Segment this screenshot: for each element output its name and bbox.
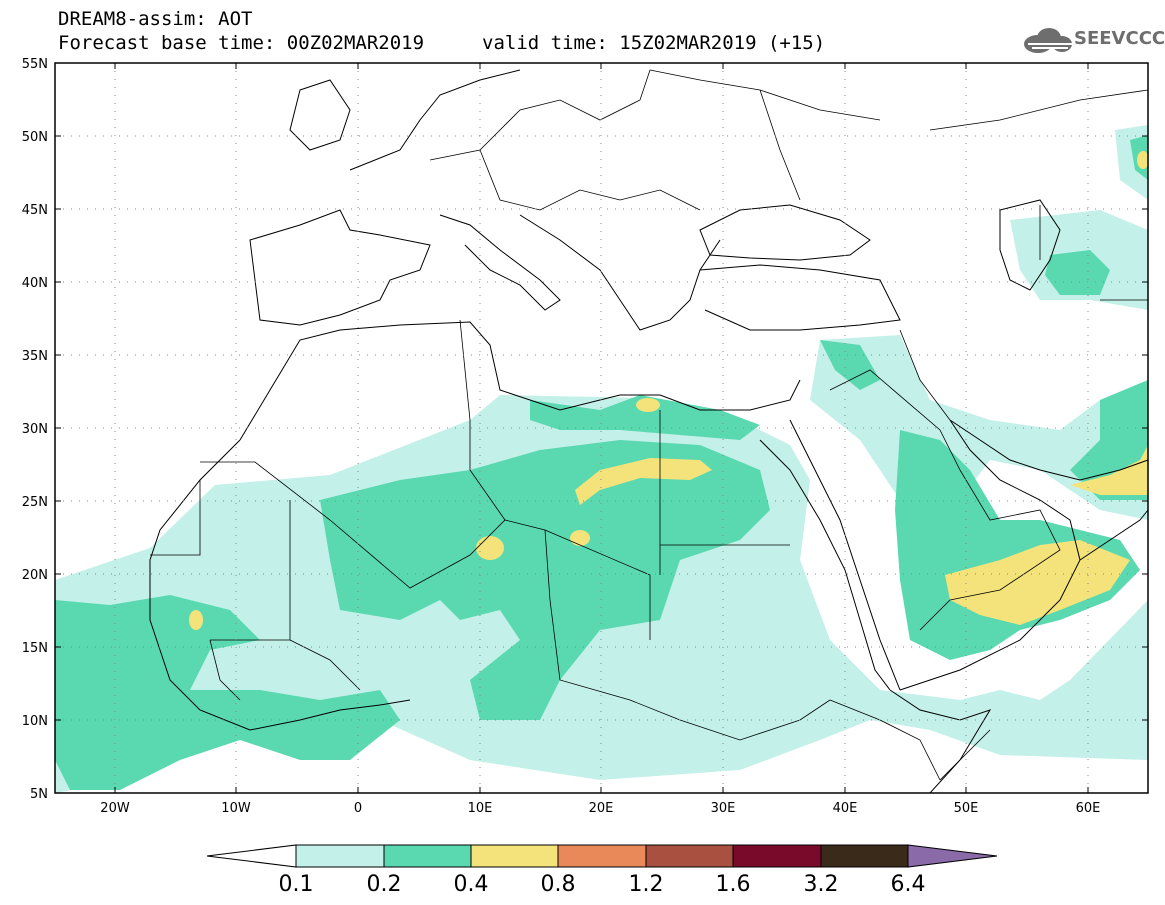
lon-label: 30E	[711, 801, 736, 816]
lon-label: 50E	[954, 801, 979, 816]
coastline-iberia	[249, 209, 431, 326]
lat-label: 35N	[22, 349, 48, 364]
colorbar-label: 1.2	[629, 872, 664, 897]
map-title: DREAM8-assim: AOT	[58, 8, 253, 30]
border-central-asia	[929, 89, 1148, 301]
lon-label: 10E	[468, 801, 493, 816]
colorbar-swatch	[557, 844, 647, 868]
latitude-labels: 55N 50N 45N 40N 35N 30N 25N 20N 15N 10N …	[22, 57, 48, 802]
aot-region-high-niger	[476, 536, 504, 560]
coastline-red-sea-east	[789, 419, 901, 691]
cloud-logo-icon	[1024, 28, 1072, 53]
coastline-west-africa	[149, 439, 411, 731]
aot-region-high-mali	[189, 610, 203, 630]
border-libya-egypt	[659, 410, 790, 575]
lat-label: 55N	[22, 57, 48, 72]
lat-label: 10N	[22, 714, 48, 729]
colorbar-high-arrow	[907, 844, 998, 868]
lat-label: 5N	[30, 787, 48, 802]
border-europe	[429, 69, 701, 211]
axis-ticks	[55, 62, 1148, 794]
lon-label: 20E	[589, 801, 614, 816]
colorbar-label: 6.4	[891, 872, 926, 897]
aot-region-high-libya	[575, 458, 712, 505]
coastline-north-africa	[239, 321, 801, 441]
aot-region-mid-sahel	[55, 595, 400, 790]
lat-label: 40N	[22, 276, 48, 291]
border-sahara	[200, 461, 651, 640]
coastline-balkans	[519, 214, 721, 331]
coastline-italy	[439, 214, 561, 311]
lat-label: 25N	[22, 495, 48, 510]
border-sudan	[544, 529, 831, 741]
coastline-black-sea	[699, 204, 871, 261]
lat-label: 45N	[22, 203, 48, 218]
lat-label: 20N	[22, 568, 48, 583]
colorbar-labels: 0.1 0.2 0.4 0.8 1.2 1.6 3.2 6.4	[279, 872, 926, 897]
colorbar-swatch	[470, 844, 559, 868]
coastline-gulf	[949, 419, 1148, 481]
forecast-base-time: Forecast base time: 00Z02MAR2019	[58, 32, 425, 54]
colorbar-label: 0.2	[367, 872, 402, 897]
coastline-red-sea	[759, 439, 891, 691]
lat-label: 15N	[22, 641, 48, 656]
colorbar-label: 0.4	[454, 872, 489, 897]
colorbar-label: 0.8	[541, 872, 576, 897]
colorbar	[206, 844, 998, 868]
lon-label: 40E	[833, 801, 858, 816]
border-algeria	[459, 319, 506, 521]
lon-label: 10W	[221, 801, 251, 816]
border-east-europe	[649, 69, 881, 201]
colorbar-label: 0.1	[279, 872, 314, 897]
coastline-arabia-sea	[1079, 509, 1148, 561]
aot-region-mid-caspian	[1045, 250, 1110, 295]
coastline-britain	[289, 79, 351, 151]
lon-label: 20W	[100, 801, 130, 816]
coastline-arabia	[899, 419, 1081, 691]
aot-fill-layer	[55, 125, 1148, 793]
colorbar-label: 3.2	[804, 872, 839, 897]
colorbar-low-arrow	[206, 844, 297, 868]
aot-region-mid-coast	[530, 395, 760, 440]
aot-region-high-gulf	[1070, 445, 1148, 495]
lat-label: 30N	[22, 422, 48, 437]
lon-label: 0	[354, 801, 362, 816]
aot-region-mid-sahara	[320, 440, 770, 720]
colorbar-swatch	[383, 844, 472, 868]
aot-region-mid-levant	[820, 340, 880, 390]
aot-region-high-arabia	[945, 540, 1130, 625]
aot-region-low-mideast	[810, 335, 1148, 520]
coastline-turkey	[699, 264, 901, 331]
colorbar-swatch	[732, 844, 822, 868]
colorbar-swatch	[645, 844, 734, 868]
valid-time: valid time: 15Z02MAR2019 (+15)	[482, 32, 826, 54]
grid-lines	[55, 63, 1148, 793]
border-horn	[829, 699, 991, 781]
longitude-labels: 20W 10W 0 10E 20E 30E 40E 50E 60E	[100, 801, 1100, 816]
logo-text: SEEVCCC	[1074, 28, 1165, 49]
colorbar-swatch	[295, 844, 385, 868]
lat-label: 50N	[22, 130, 48, 145]
coastlines	[149, 69, 1148, 793]
lon-label: 60E	[1076, 801, 1101, 816]
colorbar-label: 1.6	[716, 872, 751, 897]
colorbar-swatch	[820, 844, 909, 868]
border-arabia	[829, 369, 1061, 631]
border-iraq-iran	[899, 329, 951, 421]
aot-region-high-chad	[570, 530, 590, 546]
aot-region-high-coast	[636, 398, 660, 412]
aot-region-high-north	[1137, 151, 1148, 169]
coastline-europe-north	[349, 69, 521, 171]
coastline-caspian	[999, 199, 1061, 291]
